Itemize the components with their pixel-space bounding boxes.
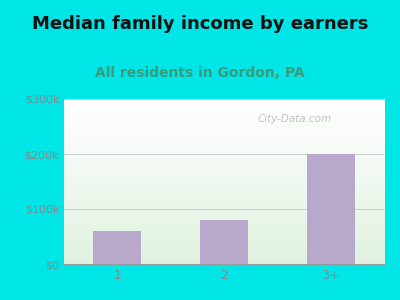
Bar (200, 220, 248, 264)
Bar (93, 231, 141, 264)
Text: All residents in Gordon, PA: All residents in Gordon, PA (95, 66, 305, 80)
Bar (307, 154, 355, 264)
Text: City-Data.com: City-Data.com (257, 114, 332, 124)
Text: Median family income by earners: Median family income by earners (32, 15, 368, 33)
